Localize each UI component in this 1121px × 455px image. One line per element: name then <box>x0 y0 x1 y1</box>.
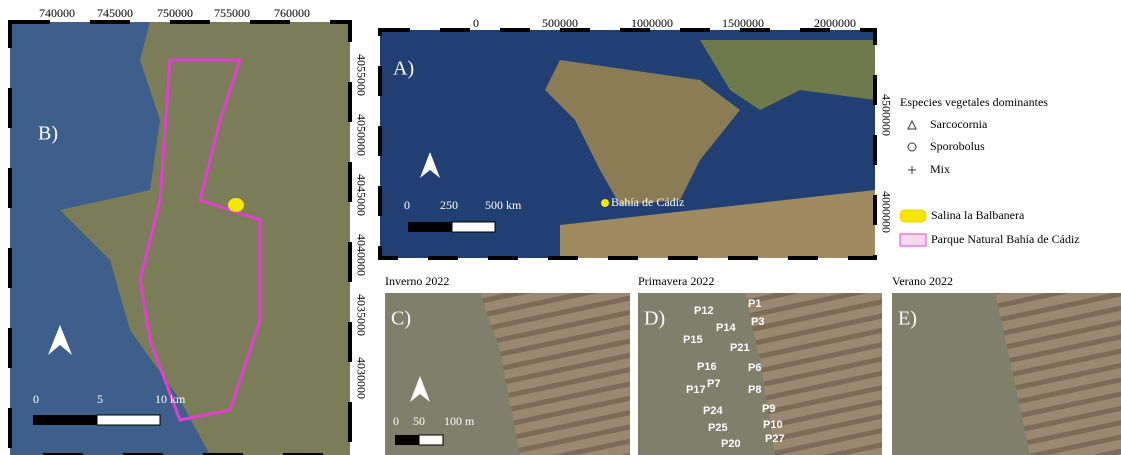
scale-label: 250 <box>440 198 458 212</box>
coord-label: 4050000 <box>354 114 368 156</box>
scale-label: 10 km <box>155 392 186 406</box>
coord-label: 755000 <box>214 6 250 20</box>
point-label: P20 <box>721 438 741 450</box>
coord-label: 1000000 <box>631 16 673 30</box>
scale-label: 0 <box>33 392 39 406</box>
scale-label: 50 <box>413 414 425 428</box>
coord-label: 2000000 <box>814 16 856 30</box>
legend-item: Sporobolus <box>930 139 985 153</box>
point-label: P8 <box>748 384 761 396</box>
scale-label: 5 <box>97 392 103 406</box>
coord-label: 0 <box>473 16 479 30</box>
legend-symbols <box>900 121 926 246</box>
point-label: P10 <box>763 419 783 431</box>
panel-label: E) <box>898 308 917 330</box>
scale-label: 500 km <box>485 198 522 212</box>
legend-title: Especies vegetales dominantes <box>900 95 1048 109</box>
point-label: P17 <box>686 384 706 396</box>
coord-label: 4500000 <box>879 94 893 136</box>
panel-title: Inverno 2022 <box>385 274 449 288</box>
panel-label: B) <box>38 123 58 145</box>
coord-label: 4035000 <box>354 294 368 336</box>
legend-item: Mix <box>930 162 950 176</box>
map-a <box>380 30 875 258</box>
point-label: P9 <box>762 403 775 415</box>
panel-label: A) <box>393 58 414 80</box>
point-label: P21 <box>730 342 750 354</box>
panel-label: C) <box>391 308 411 330</box>
coord-label: 500000 <box>542 16 578 30</box>
point-label: P16 <box>697 361 717 373</box>
point-label: P1 <box>748 298 761 310</box>
coord-label: 4055000 <box>354 54 368 96</box>
point-label: P24 <box>703 405 723 417</box>
legend-item: Sarcocornia <box>930 117 988 131</box>
coord-label: 4030000 <box>354 357 368 399</box>
map-b <box>10 22 350 455</box>
coord-label: 750000 <box>157 6 193 20</box>
figure: 740000 745000 750000 755000 760000 4055000 405… <box>0 0 1121 455</box>
point-label: P14 <box>716 322 736 334</box>
place-label: Bahía de Cádiz <box>611 195 684 209</box>
coord-label: 740000 <box>39 6 75 20</box>
scale-label: 100 m <box>444 414 475 428</box>
point-label: P7 <box>707 378 720 390</box>
scale-label: 0 <box>404 198 410 212</box>
point-label: P25 <box>708 422 728 434</box>
coord-label: 4045000 <box>354 174 368 216</box>
scale-label: 0 <box>393 414 399 428</box>
panel-label: D) <box>644 308 665 330</box>
point-label: P15 <box>683 334 703 346</box>
legend-item: Salina la Balbanera <box>931 208 1025 222</box>
legend-item: Parque Natural Bahía de Cádiz <box>931 232 1080 246</box>
panel-title: Verano 2022 <box>892 274 953 288</box>
point-label: P12 <box>694 305 714 317</box>
point-label: P6 <box>748 362 761 374</box>
point-label: P27 <box>765 433 785 445</box>
coord-label: 4040000 <box>354 234 368 276</box>
coord-label: 745000 <box>97 6 133 20</box>
coord-label: 760000 <box>274 6 310 20</box>
panel-title: Primavera 2022 <box>638 274 714 288</box>
point-label: P3 <box>751 316 764 328</box>
coord-label: 1500000 <box>722 16 764 30</box>
coord-label: 4000000 <box>879 191 893 233</box>
